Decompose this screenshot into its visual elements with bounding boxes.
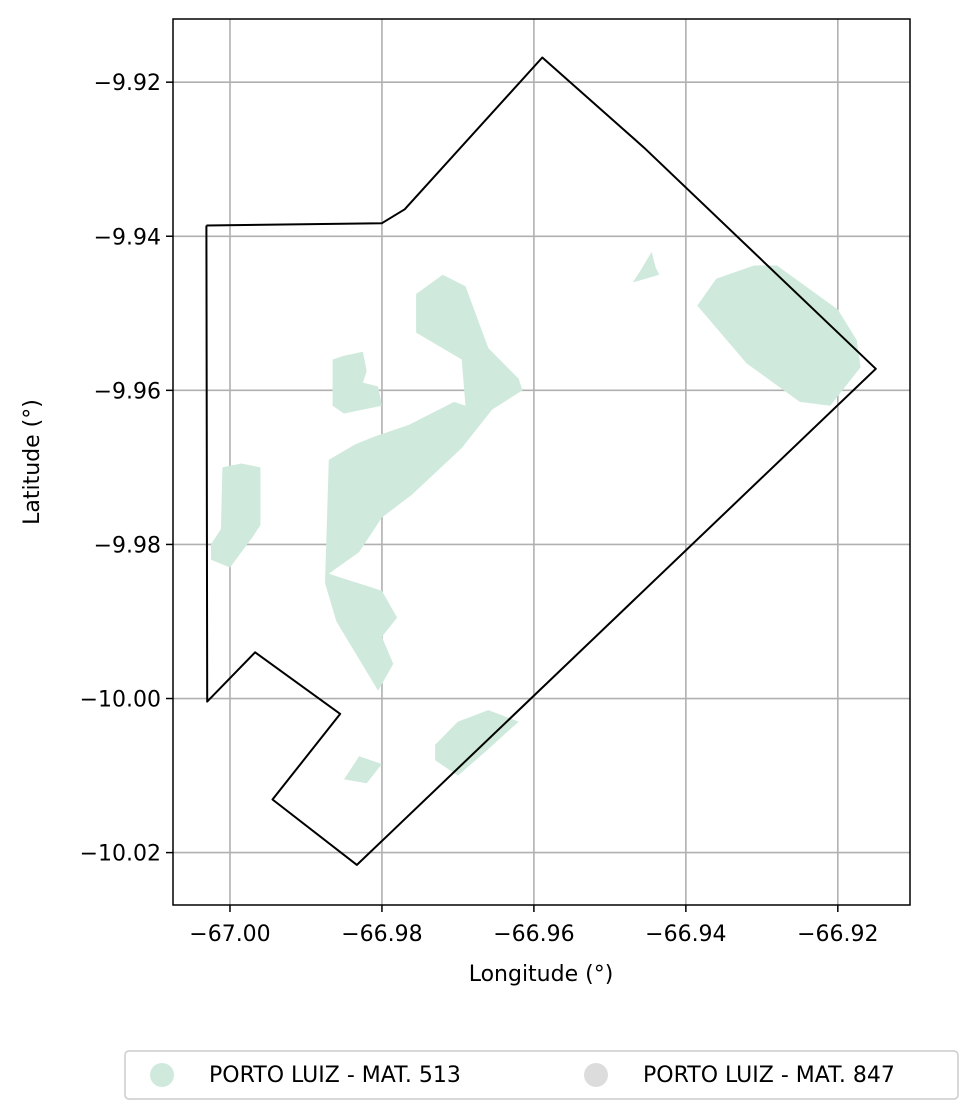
- x-axis-label: Longitude (°): [469, 962, 614, 987]
- series-0-area-0: [325, 274, 523, 691]
- plot-frame: [172, 18, 911, 906]
- property-boundary-layer: [205, 56, 877, 866]
- property-boundary: [205, 56, 877, 866]
- legend-frame: [124, 1050, 959, 1100]
- y-tick-label-4: −10.00: [80, 688, 161, 713]
- legend: PORTO LUIZ - MAT. 513 PORTO LUIZ - MAT. …: [124, 1050, 959, 1100]
- y-tick-label-0: −9.92: [94, 71, 161, 96]
- series-0-area-1: [332, 351, 382, 414]
- x-axis-ticks: −67.00 −66.98 −66.96 −66.94 −66.92: [189, 905, 879, 947]
- x-tick-label-2: −66.96: [493, 922, 574, 947]
- y-tick-label-3: −9.98: [94, 533, 161, 558]
- x-tick-label-1: −66.98: [341, 922, 422, 947]
- legend-label-series-1: PORTO LUIZ - MAT. 847: [643, 1063, 895, 1088]
- y-tick-label-2: −9.96: [94, 379, 161, 404]
- series-0-area-4: [211, 463, 261, 568]
- grid-lines: [173, 19, 910, 905]
- series-0-area-3: [697, 265, 861, 406]
- y-tick-label-1: −9.94: [94, 225, 161, 250]
- map-data-layer: [211, 251, 861, 784]
- legend-marker-series-0: [150, 1063, 174, 1087]
- y-tick-label-5: −10.02: [80, 842, 161, 867]
- series-0-area-5: [435, 710, 519, 776]
- x-tick-label-4: −66.92: [797, 922, 878, 947]
- legend-label-series-0: PORTO LUIZ - MAT. 513: [209, 1063, 461, 1088]
- series-0-area-2: [632, 251, 660, 283]
- y-axis-ticks: −9.92 −9.94 −9.96 −9.98 −10.00 −10.02: [80, 71, 173, 867]
- x-tick-label-0: −67.00: [189, 922, 270, 947]
- x-tick-label-3: −66.94: [645, 922, 726, 947]
- legend-marker-series-1: [584, 1063, 608, 1087]
- y-axis-label: Latitude (°): [20, 399, 45, 525]
- series-0-area-6: [344, 756, 382, 784]
